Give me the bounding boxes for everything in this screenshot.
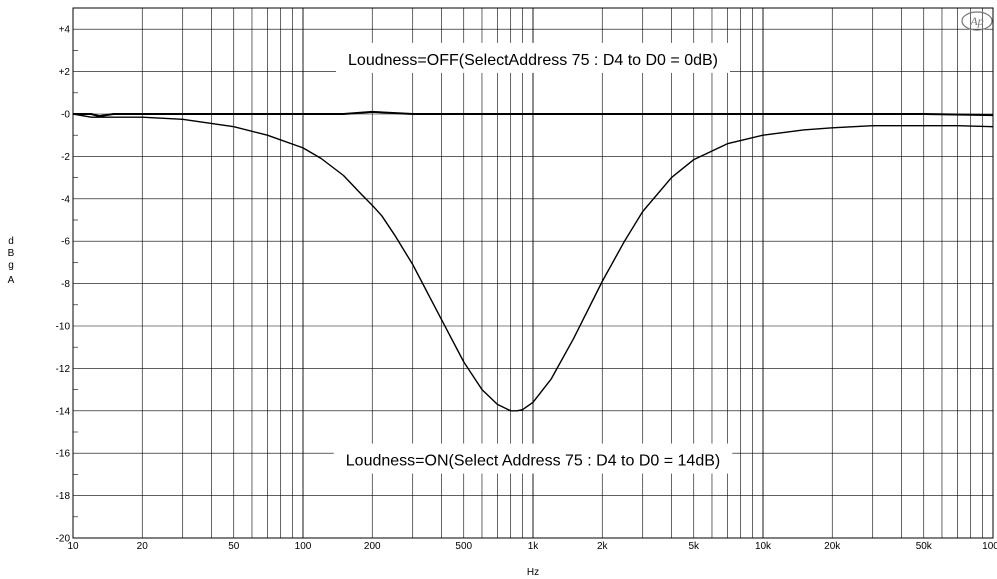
x-tick-label: 100 bbox=[295, 541, 312, 552]
y-tick-label: -4 bbox=[61, 194, 70, 205]
y-axis-title: d B g A bbox=[8, 236, 15, 286]
y-tick-label: +2 bbox=[59, 67, 71, 78]
x-tick-label: 20k bbox=[824, 541, 841, 552]
x-axis-title: Hz bbox=[527, 567, 539, 578]
x-tick-label: 100k bbox=[982, 541, 997, 552]
y-tick-label: -2 bbox=[61, 152, 70, 163]
ap-logo-ring bbox=[961, 11, 993, 31]
x-tick-label: 50 bbox=[228, 541, 240, 552]
x-tick-label: 20 bbox=[137, 541, 149, 552]
annotation-box bbox=[336, 42, 730, 73]
annotation-text: Loudness=OFF(SelectAddress 75 : D4 to D0… bbox=[348, 52, 718, 69]
plot-frame bbox=[72, 7, 994, 539]
x-tick-label: 500 bbox=[455, 541, 472, 552]
annotation-text: Loudness=ON(Select Address 75 : D4 to D0… bbox=[346, 453, 720, 470]
y-tick-label: -0 bbox=[61, 110, 70, 121]
y-axis-title-line: d bbox=[8, 236, 14, 247]
x-tick-label: 5k bbox=[688, 541, 700, 552]
series-line bbox=[73, 110, 994, 118]
y-axis-title-line: A bbox=[8, 275, 15, 286]
annotation-backgrounds bbox=[333, 42, 733, 474]
x-tick-label: 10 bbox=[67, 541, 79, 552]
ap-logo-text: Ap bbox=[969, 14, 983, 28]
x-tick-label: 50k bbox=[916, 541, 933, 552]
y-axis-title-line: g bbox=[8, 260, 14, 271]
y-tick-label: -6 bbox=[61, 237, 70, 248]
series-layer bbox=[72, 110, 994, 412]
y-tick-label: -16 bbox=[56, 449, 71, 460]
y-tick-label: -10 bbox=[56, 322, 71, 333]
y-tick-label: -8 bbox=[61, 279, 70, 290]
x-tick-label: 200 bbox=[364, 541, 381, 552]
y-tick-label: -18 bbox=[56, 491, 71, 502]
tick-labels: 10 20 50 100 200 500 1k 2k 5k 10k 20k 50k 100k +4 +2 -0… bbox=[56, 25, 997, 552]
x-tick-label: 1k bbox=[528, 541, 540, 552]
y-tick-label: +4 bbox=[59, 25, 71, 36]
y-axis-title-line: B bbox=[8, 248, 15, 259]
x-tick-label: 2k bbox=[597, 541, 609, 552]
annotation-texts: Loudness=OFF(SelectAddress 75 : D4 to D0… bbox=[346, 52, 720, 470]
y-tick-label: -12 bbox=[56, 364, 71, 375]
y-tick-label: -14 bbox=[56, 406, 71, 417]
x-tick-label: 10k bbox=[755, 541, 772, 552]
series-line bbox=[72, 113, 994, 412]
ap-logo: Ap bbox=[961, 11, 993, 31]
annotation-box bbox=[333, 443, 733, 474]
y-tick-label: -20 bbox=[56, 534, 71, 545]
